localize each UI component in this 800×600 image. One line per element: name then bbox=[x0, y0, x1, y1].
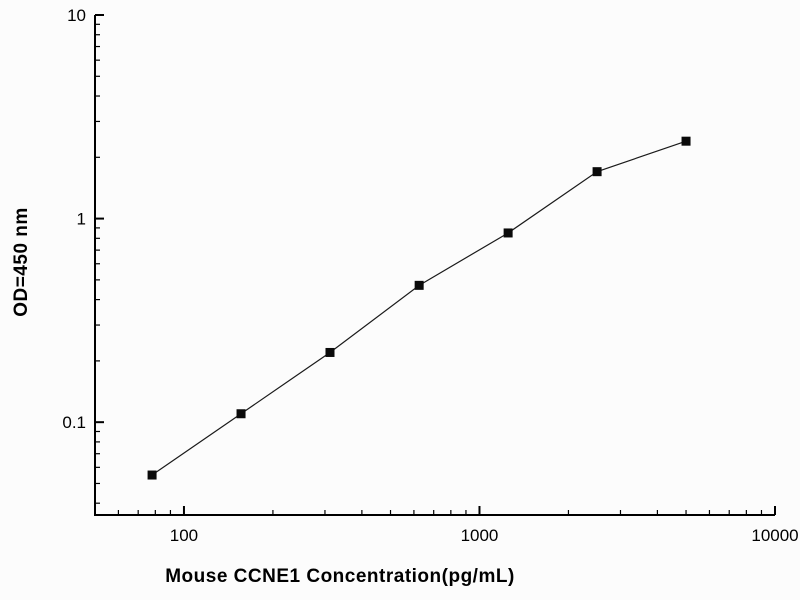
data-point-marker bbox=[414, 280, 424, 290]
x-tick-label: 10000 bbox=[751, 526, 798, 545]
data-point-marker bbox=[236, 409, 246, 419]
y-axis-title: OD=450 nm bbox=[11, 207, 32, 317]
y-tick-label: 1 bbox=[77, 210, 86, 229]
y-tick-label: 10 bbox=[67, 6, 86, 25]
y-tick-label: 0.1 bbox=[62, 413, 86, 432]
data-point-marker bbox=[503, 228, 513, 238]
data-point-marker bbox=[147, 470, 157, 480]
x-tick-label: 100 bbox=[170, 526, 198, 545]
x-tick-label: 1000 bbox=[461, 526, 499, 545]
data-point-marker bbox=[592, 167, 602, 177]
data-point-marker bbox=[325, 347, 335, 357]
x-axis-title: Mouse CCNE1 Concentration(pg/mL) bbox=[165, 566, 515, 587]
data-series-line bbox=[151, 140, 687, 476]
data-point-marker bbox=[681, 136, 691, 146]
